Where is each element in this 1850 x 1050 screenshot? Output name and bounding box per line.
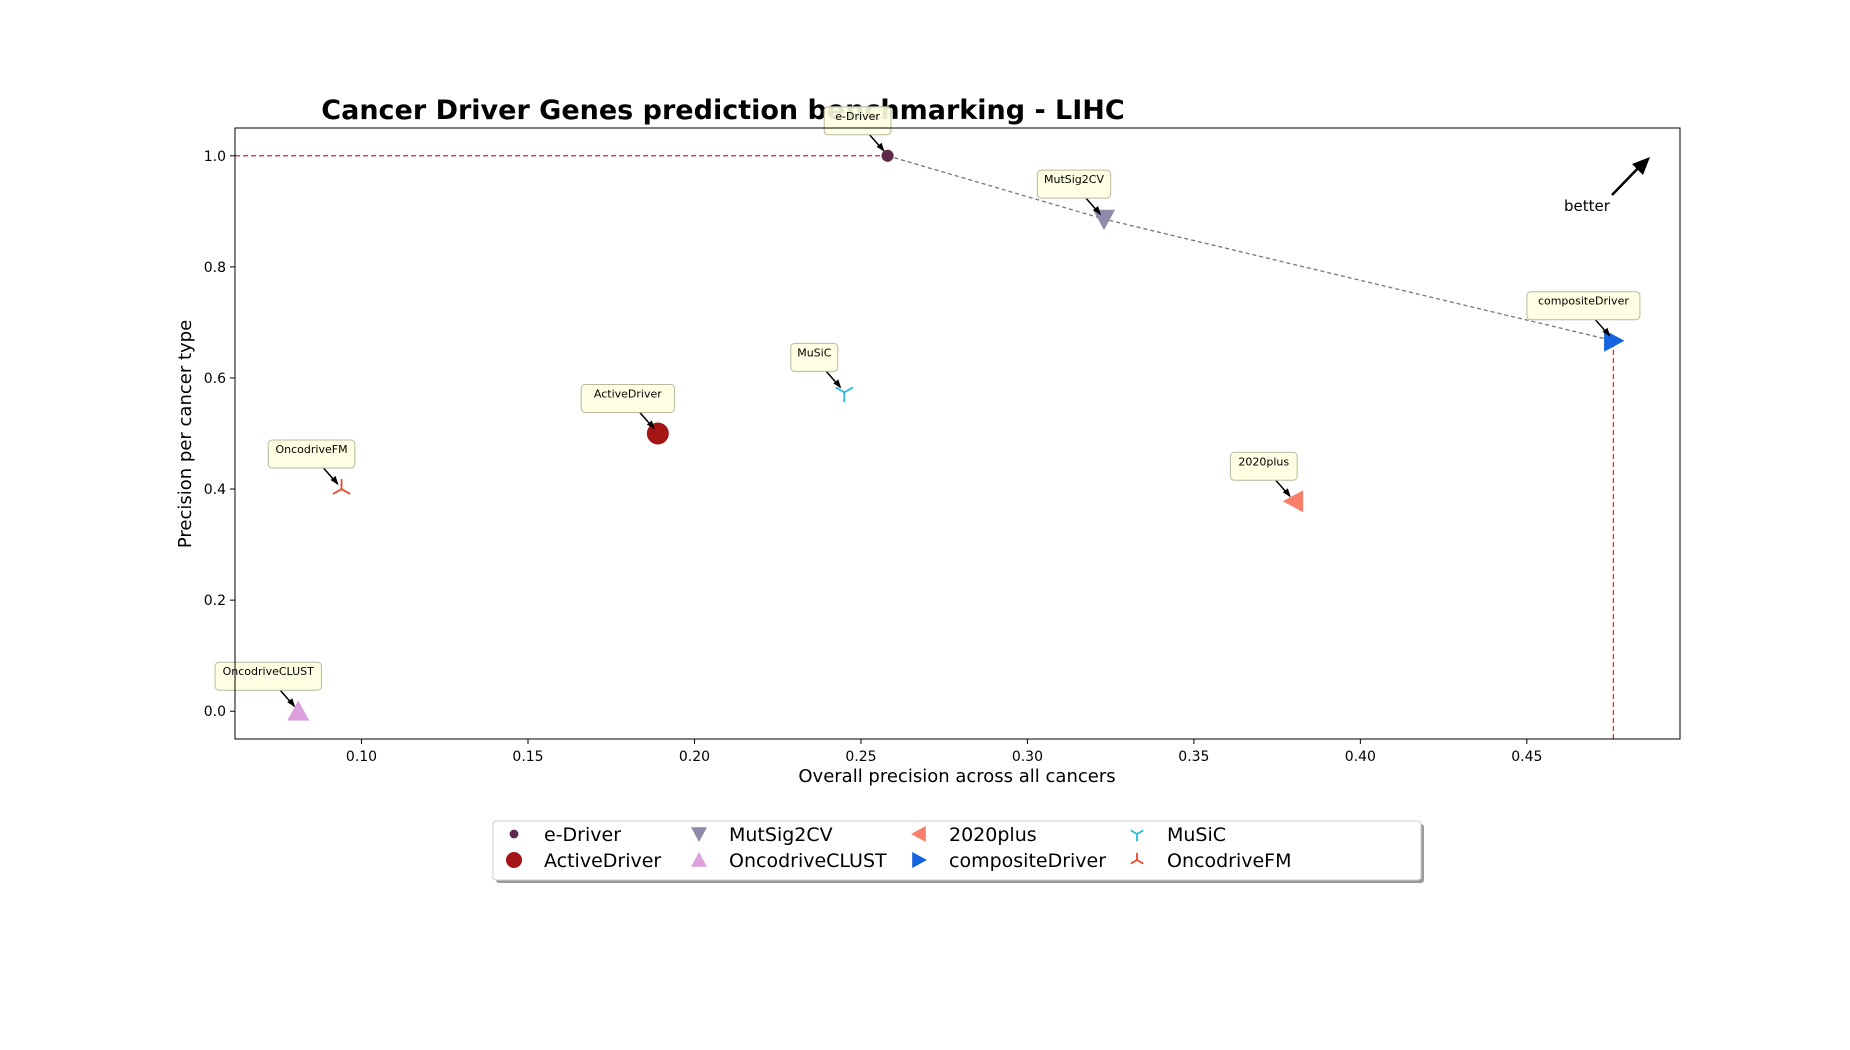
plot-frame [234, 127, 1681, 740]
legend-item-oncodriveclust: OncodriveCLUST [691, 850, 887, 872]
annotation-box [580, 384, 675, 413]
legend: e-Driver ActiveDriver MutSig2CV OncodriveCL… [492, 820, 1424, 883]
legend-label: compositeDriver [949, 850, 1106, 872]
x-axis-label: Overall precision across all cancers [798, 766, 1115, 787]
x-tick-label: 0.30 [1012, 749, 1043, 765]
legend-marker-oncodriveclust [691, 852, 707, 867]
annotation-arrowhead-icon [1092, 206, 1101, 216]
better-label: better [1564, 197, 1611, 215]
legend-label: OncodriveFM [1167, 850, 1291, 872]
y-tick-label: 0.6 [204, 371, 226, 387]
legend-marker-activedriver [506, 852, 522, 868]
y-tick-label: 0.8 [204, 260, 226, 276]
annotation-compositedriver: compositeDriver [1526, 291, 1641, 337]
annotation-label: OncodriveFM [276, 443, 348, 456]
annotation-label: e-Driver [835, 110, 880, 123]
pareto-front-line [887, 155, 1614, 342]
annotation-e-driver: e-Driver [823, 106, 892, 152]
chart-title: Cancer Driver Genes prediction benchmark… [321, 95, 1124, 126]
annotation-label: 2020plus [1238, 455, 1289, 468]
x-tick-label: 0.10 [346, 749, 377, 765]
legend-label: OncodriveCLUST [729, 850, 887, 872]
better-indicator: better [1564, 157, 1650, 215]
data-points [287, 149, 1625, 721]
legend-label: MutSig2CV [729, 824, 833, 846]
annotation-mutsig2cv: MutSig2CV [1036, 169, 1112, 216]
annotation-arrowhead-icon [1602, 327, 1611, 337]
x-tick-label: 0.25 [845, 749, 876, 765]
legend-label: MuSiC [1167, 824, 1226, 846]
annotation-arrowhead-icon [287, 698, 296, 708]
data-point-activedriver [646, 422, 669, 445]
x-tick-label: 0.35 [1178, 749, 1209, 765]
annotation-box [790, 342, 839, 372]
annotation-label: compositeDriver [1538, 295, 1629, 308]
legend-item-oncodrivefm: OncodriveFM [1130, 850, 1291, 872]
annotation-box [1036, 169, 1112, 199]
annotation-arrowhead-icon [876, 142, 885, 152]
legend-item-e-driver: e-Driver [509, 824, 621, 846]
data-point-e-driver [881, 149, 894, 162]
annotation-arrowhead-icon [646, 420, 655, 430]
annotation-box [214, 661, 322, 691]
annotation-label: OncodriveCLUST [223, 665, 315, 678]
annotation-box [1526, 291, 1641, 321]
x-tick-label: 0.15 [512, 749, 543, 765]
legend-marker-mutsig2cv [691, 827, 707, 842]
legend-label: e-Driver [544, 824, 621, 846]
data-point-2020plus [1282, 490, 1304, 513]
y-tick-label: 0.4 [204, 482, 226, 498]
annotation-arrowhead-icon [330, 476, 339, 486]
data-point-oncodriveclust [287, 700, 310, 721]
y-axis-ticks: 0.0 0.2 0.4 0.6 0.8 1.0 [204, 149, 235, 720]
legend-marker-2020plus [911, 826, 926, 842]
legend-marker-oncodrivefm [1130, 852, 1144, 865]
annotation-label: MuSiC [797, 346, 832, 359]
legend-marker-music [1130, 829, 1144, 842]
pareto-front [887, 155, 1614, 342]
y-tick-label: 1.0 [204, 149, 226, 165]
x-tick-label: 0.45 [1511, 749, 1542, 765]
annotation-2020plus: 2020plus [1229, 451, 1298, 498]
x-tick-label: 0.20 [679, 749, 710, 765]
annotation-box [1229, 451, 1298, 481]
data-point-oncodrivefm [332, 479, 351, 495]
annotation-label: MutSig2CV [1044, 173, 1104, 186]
annotations: e-Driver MutSig2CV compositeDriver MuSiC Act… [214, 106, 1641, 708]
data-point-music [835, 386, 854, 403]
data-point-mutsig2cv [1092, 209, 1115, 231]
legend-label: 2020plus [949, 824, 1037, 846]
legend-items: e-Driver ActiveDriver MutSig2CV OncodriveCL… [506, 824, 1291, 872]
annotation-activedriver: ActiveDriver [580, 384, 675, 430]
legend-item-2020plus: 2020plus [911, 824, 1037, 846]
annotation-label: ActiveDriver [594, 388, 662, 401]
legend-item-compositedriver: compositeDriver [912, 850, 1106, 872]
y-axis-label: Precision per cancer type [175, 320, 196, 548]
legend-box [492, 820, 1422, 881]
annotation-oncodriveclust: OncodriveCLUST [214, 661, 322, 708]
annotation-oncodrivefm: OncodriveFM [267, 439, 356, 486]
y-tick-label: 0.2 [204, 593, 226, 609]
annotation-box [267, 439, 356, 469]
legend-item-mutsig2cv: MutSig2CV [691, 824, 833, 846]
legend-item-music: MuSiC [1130, 824, 1226, 846]
annotation-arrowhead-icon [1282, 488, 1291, 498]
annotation-music: MuSiC [790, 342, 842, 389]
legend-marker-e-driver [509, 829, 519, 839]
annotation-arrowhead-icon [833, 379, 842, 389]
legend-item-activedriver: ActiveDriver [506, 850, 661, 872]
legend-marker-compositedriver [912, 852, 927, 868]
x-tick-label: 0.40 [1345, 749, 1376, 765]
reference-lines [235, 155, 1615, 739]
legend-label: ActiveDriver [544, 850, 661, 872]
x-axis-ticks: 0.10 0.15 0.20 0.25 0.30 0.35 0.40 0.45 [346, 739, 1542, 765]
better-arrowhead-icon [1632, 157, 1650, 175]
y-tick-label: 0.0 [204, 704, 226, 720]
